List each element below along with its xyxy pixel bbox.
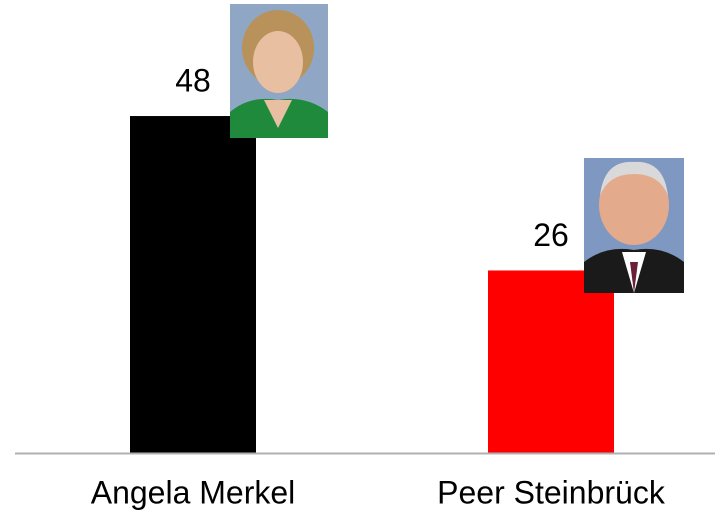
x-tick-label: Angela Merkel [91, 474, 296, 510]
portrait [584, 158, 684, 293]
bar [130, 116, 256, 453]
x-tick-label: Peer Steinbrück [437, 474, 666, 510]
value-label: 48 [175, 62, 211, 98]
bar [488, 270, 614, 453]
portrait [230, 4, 328, 138]
value-label: 26 [533, 217, 569, 253]
